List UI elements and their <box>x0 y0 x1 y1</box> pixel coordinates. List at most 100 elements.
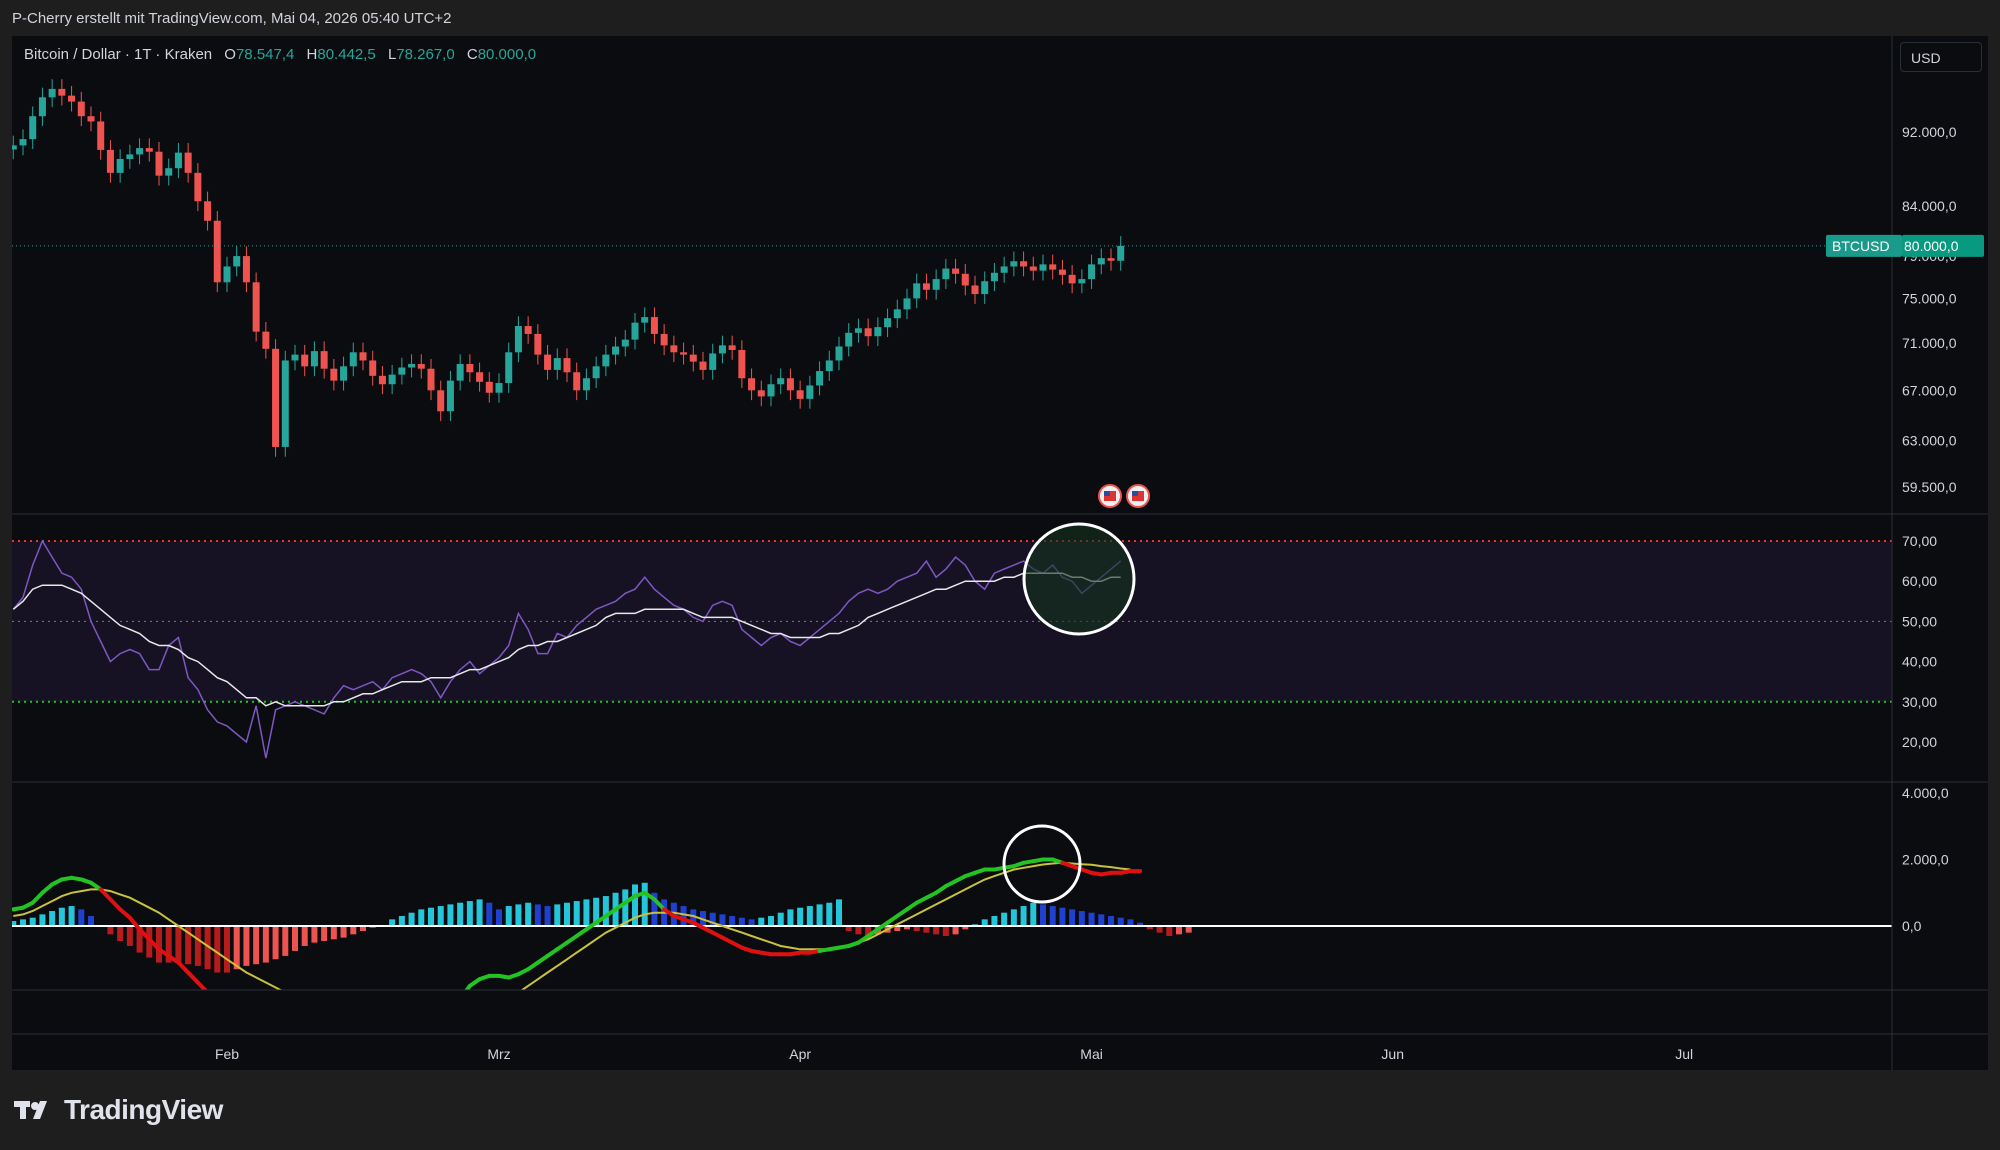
macd-histogram-bar <box>962 926 969 930</box>
macd-histogram-bar <box>933 926 940 935</box>
macd-histogram-bar <box>913 926 920 931</box>
candle <box>126 154 134 160</box>
candle <box>660 333 668 346</box>
macd-histogram-bar <box>350 926 357 935</box>
macd-histogram-bar <box>1030 902 1037 926</box>
candle <box>398 367 406 375</box>
candle <box>952 268 960 274</box>
candle <box>718 345 726 354</box>
chart-frame[interactable]: 92.000,084.000,079.000,075.000,071.000,0… <box>12 36 1988 1070</box>
macd-axis-tick: 0,0 <box>1902 918 1922 934</box>
candle <box>796 390 804 399</box>
candle <box>116 159 124 173</box>
axis-layer: 92.000,084.000,079.000,075.000,071.000,0… <box>12 36 1988 1070</box>
candle <box>514 326 522 353</box>
macd-histogram-bar <box>272 926 279 960</box>
macd-histogram-bar <box>942 926 949 936</box>
candle <box>77 101 85 117</box>
high-label: H <box>306 46 318 63</box>
macd-line-segment <box>98 887 113 902</box>
symbol-label[interactable]: Bitcoin / Dollar · 1T · Kraken <box>24 46 213 63</box>
macd-line-segment <box>256 1016 266 1018</box>
macd-histogram-bar <box>204 926 211 970</box>
macd-histogram-bar <box>923 926 930 933</box>
macd-histogram-bar <box>321 926 328 941</box>
time-axis-tick: Mai <box>1080 1046 1103 1062</box>
candle <box>58 88 66 96</box>
candle <box>1097 258 1105 265</box>
candle <box>631 322 639 340</box>
macd-histogram-bar <box>457 902 464 926</box>
candle <box>524 326 532 334</box>
macd-histogram-bar <box>330 926 337 940</box>
candle <box>1058 269 1066 275</box>
candle <box>505 352 513 384</box>
event-flag-canton <box>1132 491 1138 496</box>
macd-histogram-bar <box>262 926 269 963</box>
macd-highlight-circle <box>1002 824 1082 904</box>
macd-histogram-bar <box>797 907 804 926</box>
price-axis-tick: 59.500,0 <box>1902 479 1957 495</box>
macd-histogram-bar <box>428 907 434 926</box>
candle <box>106 149 114 173</box>
macd-histogram-bar <box>787 909 794 926</box>
candle <box>854 328 862 333</box>
macd-histogram-bar <box>175 926 182 963</box>
macd-line-segment <box>652 897 667 912</box>
macd-histogram-bar <box>311 926 318 943</box>
macd-histogram-bar <box>1059 907 1066 926</box>
macd-histogram-bar <box>904 926 910 930</box>
macd-histogram-bar <box>651 892 658 926</box>
macd-line-segment <box>334 1019 344 1021</box>
rsi-pane <box>12 539 1892 759</box>
candle <box>1049 264 1057 270</box>
candle <box>437 390 445 412</box>
candle <box>155 151 163 176</box>
candle <box>174 152 182 169</box>
macd-pane <box>12 857 1892 1026</box>
macd-line-segment <box>402 1024 412 1026</box>
candle <box>476 372 484 382</box>
macd-histogram-bar <box>185 926 192 965</box>
candle <box>893 309 901 319</box>
candle <box>301 354 309 367</box>
candle <box>349 352 357 367</box>
macd-histogram-bar <box>748 919 755 926</box>
event-flag-canton <box>1104 491 1110 496</box>
macd-histogram-bar <box>1078 911 1085 926</box>
candle <box>68 95 76 102</box>
chart-svg[interactable]: 92.000,084.000,079.000,075.000,071.000,0… <box>12 36 1988 1070</box>
candle <box>786 378 794 391</box>
candle <box>213 220 221 283</box>
macd-axis-tick: 4.000,0 <box>1902 785 1949 801</box>
macd-histogram-bar <box>554 904 561 926</box>
candle <box>87 116 95 122</box>
candle <box>29 116 37 140</box>
macd-histogram-bar <box>573 901 580 926</box>
candle <box>1029 266 1037 271</box>
macd-histogram-bar <box>78 909 85 926</box>
macd-histogram-bar <box>1040 904 1046 926</box>
price-axis-tick: 71.000,0 <box>1902 335 1957 351</box>
candle <box>408 363 416 368</box>
candle <box>310 351 318 367</box>
macd-histogram-bar <box>768 916 774 926</box>
tradingview-logo[interactable]: TradingView <box>14 1094 223 1126</box>
macd-histogram-bar <box>632 884 638 926</box>
macd-histogram-bar <box>505 906 512 926</box>
macd-histogram-bar <box>583 899 590 926</box>
currency-selector[interactable]: USD <box>1900 42 1982 72</box>
time-axis-tick: Mrz <box>487 1046 510 1062</box>
macd-histogram-bar <box>1049 906 1056 926</box>
annotation-layer <box>1002 484 1150 904</box>
macd-histogram-bar <box>136 926 143 953</box>
candle <box>466 363 474 373</box>
close-value: 80.000,0 <box>477 46 537 63</box>
macd-histogram-bar <box>1001 912 1008 926</box>
macd-line-segment <box>217 999 227 1006</box>
macd-histogram-bar <box>117 926 124 941</box>
macd-histogram-bar <box>738 917 745 926</box>
time-axis-tick: Apr <box>789 1046 811 1062</box>
macd-line-segment <box>266 1017 276 1019</box>
macd-histogram-bar <box>466 901 473 926</box>
